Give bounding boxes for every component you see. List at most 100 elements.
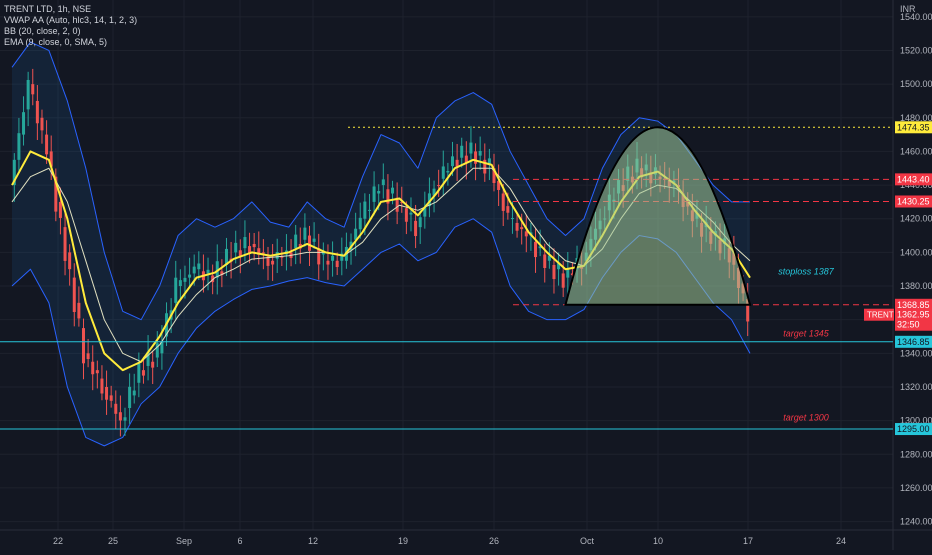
candle-body <box>63 227 67 261</box>
candle-body <box>469 142 473 154</box>
candle-body <box>372 186 376 202</box>
candle-body <box>557 263 561 270</box>
candle-body <box>746 299 750 322</box>
candle-body <box>543 254 547 269</box>
candle-body <box>294 234 298 249</box>
candle-body <box>220 271 224 276</box>
x-tick-label: Sep <box>176 536 192 546</box>
candle-body <box>460 145 464 158</box>
x-tick-label: 26 <box>489 536 499 546</box>
candle-body <box>100 378 104 394</box>
candle-body <box>261 252 265 254</box>
y-tick-label: 1460.00 <box>900 146 932 156</box>
candle-body <box>141 370 145 376</box>
candle-body <box>363 201 367 219</box>
candle-body <box>248 246 252 254</box>
candle-body <box>178 280 182 287</box>
candle-body <box>86 353 90 360</box>
candle-body <box>354 228 358 240</box>
current-price-label: 1362.95 <box>897 310 930 320</box>
candle-body <box>570 273 574 276</box>
candle-body <box>446 170 450 173</box>
candle-body <box>81 328 85 364</box>
candle-body <box>243 237 247 249</box>
candle-body <box>501 193 505 211</box>
price-level-label: 1368.85 <box>897 300 930 310</box>
candle-body <box>234 242 238 253</box>
candle-body <box>450 156 454 167</box>
symbol-title[interactable]: TRENT LTD, 1h, NSE <box>4 4 92 14</box>
x-tick-label: 6 <box>237 536 242 546</box>
candle-body <box>423 206 427 217</box>
candle-body <box>487 158 491 165</box>
bb-upper-line <box>11 41 750 321</box>
candle-body <box>400 201 404 203</box>
indicator-ema[interactable]: EMA (9, close, 0, SMA, 5) <box>4 37 108 47</box>
price-level-tag <box>895 121 932 134</box>
x-tick-label: 12 <box>308 536 318 546</box>
candle-body <box>238 250 242 257</box>
x-tick-label: 17 <box>743 536 753 546</box>
candle-body <box>91 361 95 375</box>
candle-body <box>395 197 399 212</box>
candle-body <box>215 261 219 278</box>
candle-body <box>68 252 72 270</box>
price-level-tag <box>895 423 932 436</box>
candle-body <box>437 185 441 187</box>
x-tick-label: 19 <box>398 536 408 546</box>
price-level-tag <box>895 298 932 311</box>
candle-body <box>49 151 53 167</box>
candle-body <box>54 176 58 212</box>
candle-body <box>151 361 155 368</box>
candle-body <box>206 269 210 274</box>
candle-body <box>381 179 385 186</box>
y-tick-label: 1420.00 <box>900 214 932 224</box>
candle-body <box>515 222 519 231</box>
candle-body <box>441 166 445 179</box>
x-tick-label: 10 <box>653 536 663 546</box>
candle-body <box>312 238 316 242</box>
candle-body <box>303 227 307 240</box>
candle-body <box>211 275 215 283</box>
price-level-label: 1430.25 <box>897 196 930 206</box>
y-tick-label: 1340.00 <box>900 348 932 358</box>
y-tick-label: 1320.00 <box>900 382 932 392</box>
indicator-vwap[interactable]: VWAP AA (Auto, hlc3, 14, 1, 2, 3) <box>4 15 138 25</box>
x-tick-label: 24 <box>836 536 846 546</box>
candle-body <box>12 159 16 186</box>
candle-body <box>280 256 284 258</box>
candle-body <box>432 188 436 196</box>
candle-body <box>474 151 478 164</box>
candle-body <box>192 266 196 274</box>
price-level-tag <box>895 195 932 208</box>
y-tick-label: 1400.00 <box>900 247 932 257</box>
candle-body <box>478 150 482 156</box>
y-tick-label: 1520.00 <box>900 45 932 55</box>
y-tick-label: 1540.00 <box>900 12 932 22</box>
candle-body <box>271 260 275 265</box>
y-tick-label: 1240.00 <box>900 517 932 527</box>
candle-body <box>510 218 514 220</box>
annotation-label: target 1300 <box>783 413 829 423</box>
candle-body <box>331 255 335 261</box>
candle-body <box>45 134 49 155</box>
current-price-tag <box>895 308 932 331</box>
price-level-label: 1295.00 <box>897 424 930 434</box>
chart-legend: TRENT LTD, 1h, NSE VWAP AA (Auto, hlc3, … <box>4 4 137 48</box>
candle-body <box>155 343 159 358</box>
candle-body <box>174 277 178 303</box>
candle-body <box>17 133 21 160</box>
candle-body <box>308 235 312 251</box>
y-tick-label: 1280.00 <box>900 449 932 459</box>
candle-body <box>109 395 113 401</box>
indicator-bb[interactable]: BB (20, close, 2, 0) <box>4 26 81 36</box>
candle-body <box>183 277 187 282</box>
annotation-label: stoploss 1387 <box>778 266 835 276</box>
candle-body <box>520 227 524 230</box>
countdown-label: 32:50 <box>897 320 920 330</box>
candle-body <box>160 341 164 354</box>
y-tick-label: 1300.00 <box>900 416 932 426</box>
candle-body <box>464 155 468 163</box>
